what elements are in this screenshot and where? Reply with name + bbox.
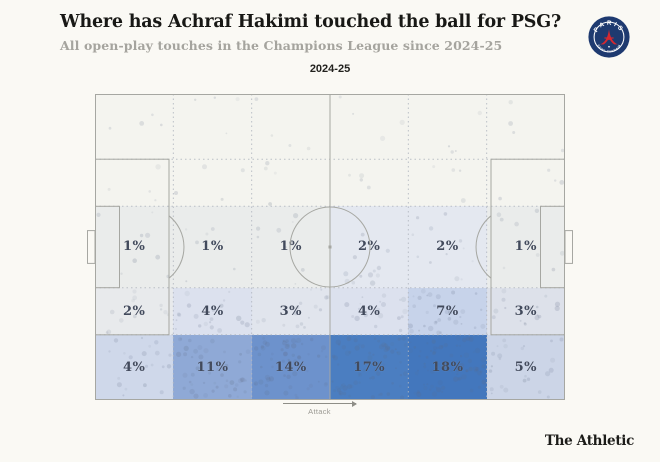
pitch-zone <box>408 159 487 207</box>
zone-percentage-label: 4% <box>122 359 146 375</box>
zone-percentage-label: 1% <box>201 239 224 255</box>
eiffel-tower-icon <box>600 29 618 45</box>
pitch-zone: 4% <box>173 287 252 335</box>
pitch-zone: 1% <box>251 206 330 288</box>
pitch-zone: 1% <box>486 206 565 288</box>
pitch-zone: 2% <box>330 206 409 288</box>
page-subtitle: All open-play touches in the Champions L… <box>60 38 503 53</box>
crest-fleur-mark <box>608 45 610 48</box>
zone-percentage-label: 3% <box>514 303 538 319</box>
pitch-zone: 3% <box>251 287 330 335</box>
zone-percentage-label: 1% <box>122 239 146 255</box>
pitch-zone: 3% <box>486 287 565 335</box>
pitch-zone <box>486 159 565 207</box>
pitch-heatmap: 1% 1% 1% 2% 2% 1% 2% 4% 3% 4% 7% 3% 4% 11% 14% 17% 18% 5% <box>87 94 573 400</box>
zone-layer: 1% 1% 1% 2% 2% 1% 2% 4% 3% 4% 7% 3% 4% 11% 14% 17% 18% 5% <box>95 94 565 400</box>
pitch-zone: 18% <box>408 334 487 400</box>
pitch-zone: 5% <box>486 334 565 400</box>
pitch-zone: 14% <box>251 334 330 400</box>
zone-percentage-label: 17% <box>353 359 386 375</box>
pitch-zone: 4% <box>95 334 174 400</box>
zone-percentage-label: 3% <box>279 303 303 319</box>
pitch-zone <box>95 159 174 207</box>
pitch-zone: 4% <box>330 287 409 335</box>
zone-percentage-label: 2% <box>357 239 381 255</box>
pitch-zone: 7% <box>408 287 487 335</box>
pitch-zone <box>251 94 330 160</box>
zone-percentage-label: 1% <box>279 239 303 255</box>
pitch-zone: 17% <box>330 334 409 400</box>
zone-percentage-label: 18% <box>431 359 464 375</box>
pitch-zone <box>251 159 330 207</box>
pitch-zone <box>173 94 252 160</box>
pitch-zone <box>330 94 409 160</box>
psg-crest-logo: PARIS SAINT-GERMAIN <box>588 16 630 58</box>
zone-percentage-label: 14% <box>274 359 307 375</box>
zone-percentage-label: 2% <box>122 303 146 319</box>
pitch-zone <box>330 159 409 207</box>
zone-percentage-label: 11% <box>196 359 229 375</box>
attack-direction-indicator: Attack <box>283 400 357 416</box>
attack-arrow-icon <box>283 400 357 407</box>
zone-percentage-label: 1% <box>514 239 538 255</box>
the-athletic-logo: The Athletic <box>544 433 634 449</box>
pitch-zone <box>408 94 487 160</box>
attack-label: Attack <box>308 407 331 416</box>
pitch-zone <box>95 94 174 160</box>
zone-percentage-label: 4% <box>357 303 381 319</box>
page-title: Where has Achraf Hakimi touched the ball… <box>60 12 562 32</box>
pitch-zone <box>486 94 565 160</box>
zone-percentage-label: 2% <box>436 239 459 255</box>
zone-percentage-label: 5% <box>514 359 538 375</box>
season-label: 2024-25 <box>309 63 351 75</box>
pitch-zone: 2% <box>95 287 174 335</box>
zone-percentage-label: 4% <box>201 303 224 319</box>
pitch-zone <box>173 159 252 207</box>
pitch-zone: 11% <box>173 334 252 400</box>
pitch-zone: 2% <box>408 206 487 288</box>
zone-percentage-label: 7% <box>436 303 459 319</box>
pitch-zone: 1% <box>95 206 174 288</box>
pitch-zone: 1% <box>173 206 252 288</box>
